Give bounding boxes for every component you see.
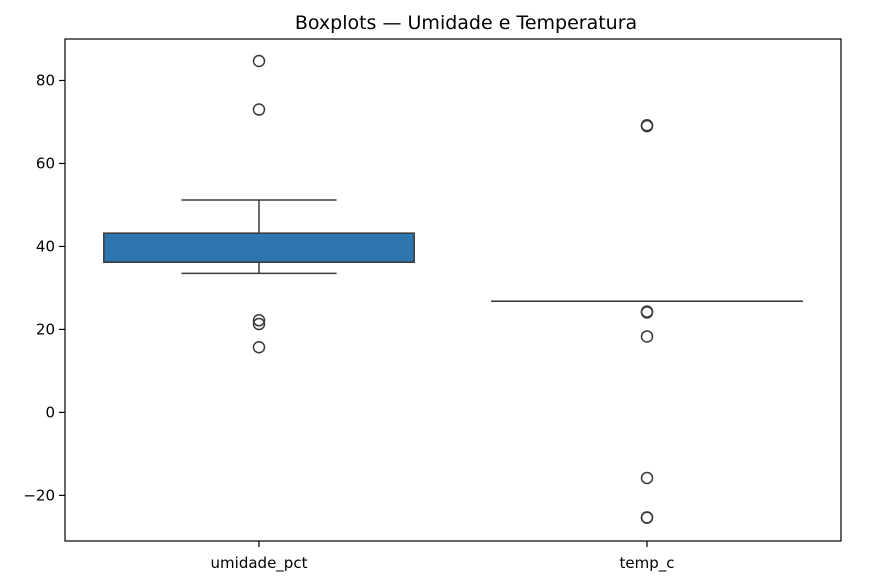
chart-title: Boxplots — Umidade e Temperatura <box>295 12 637 34</box>
y-tick-label: 60 <box>36 154 55 172</box>
x-tick-label: umidade_pct <box>211 554 308 573</box>
plot-area <box>103 54 803 525</box>
outlier-point <box>640 471 654 485</box>
outlier-point <box>252 103 266 116</box>
y-tick-label: 0 <box>45 403 55 421</box>
box-group-temp_c <box>491 119 803 525</box>
box-iqr <box>103 232 415 263</box>
outlier-point <box>252 314 266 327</box>
y-axis: −20 0 20 40 60 80 <box>23 71 65 504</box>
y-tick-label: 80 <box>36 71 55 89</box>
outlier-point <box>252 341 266 354</box>
outlier-point <box>640 511 654 525</box>
y-tick-label: 20 <box>36 320 55 338</box>
y-tick-label: −20 <box>23 486 55 504</box>
outlier-point <box>640 306 654 319</box>
outlier-point <box>252 317 266 331</box>
outlier-point <box>252 54 266 68</box>
outlier-point <box>640 119 654 133</box>
outlier-point <box>640 330 654 343</box>
y-tick-label: 40 <box>36 237 55 255</box>
x-axis: umidade_pct temp_c <box>211 541 675 573</box>
x-tick-label: temp_c <box>620 554 675 573</box>
box-group-umidade_pct <box>103 54 415 354</box>
plot-frame <box>64 38 842 542</box>
